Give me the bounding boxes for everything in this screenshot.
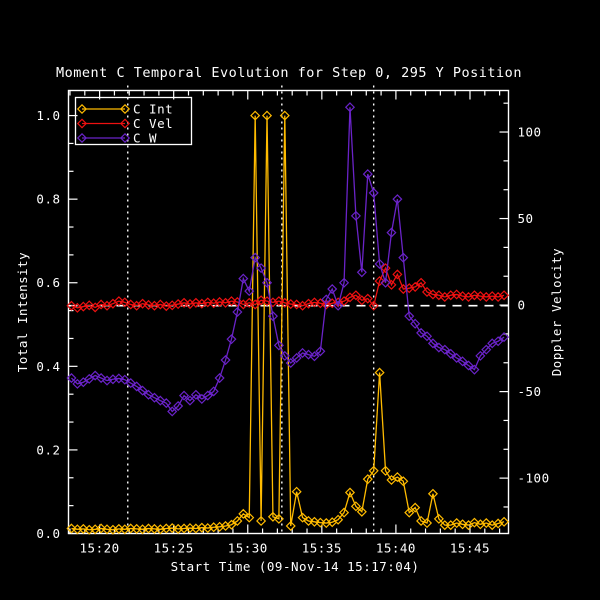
x-tick-label: 15:40 xyxy=(376,541,416,556)
legend-label: C Int xyxy=(133,102,173,117)
plot-frame xyxy=(67,89,510,535)
legend-box xyxy=(74,96,193,146)
x-axis-label: Start Time (09-Nov-14 15:17:04) xyxy=(171,559,420,574)
y-left-tick-label: 1.0 xyxy=(36,108,60,123)
data-series-layer xyxy=(66,102,510,535)
series-c-vel xyxy=(66,263,510,313)
x-tick-label: 15:25 xyxy=(154,541,194,556)
y-right-tick-label: -100 xyxy=(518,471,550,486)
legend-label: C W xyxy=(133,131,157,146)
x-axis-tick-labels: 15:20 15:25 15:30 15:35 15:40 15:45 xyxy=(80,541,490,556)
legend-item-c-vel: C Vel xyxy=(76,116,173,131)
y-axis-left-label: Total Intensity xyxy=(15,252,30,372)
y-right-tick-label: 100 xyxy=(518,125,542,140)
y-left-tick-label: 0.0 xyxy=(36,526,60,541)
y-axis-right-ticks xyxy=(499,102,509,508)
y-left-tick-label: 0.8 xyxy=(36,192,60,207)
legend-item-c-int: C Int xyxy=(76,102,173,117)
x-tick-label: 15:45 xyxy=(450,541,490,556)
y-left-tick-label: 0.2 xyxy=(36,442,60,457)
y-axis-right-label: Doppler Velocity xyxy=(549,248,564,376)
series-c-int xyxy=(66,110,510,535)
y-axis-left-tick-labels: 0.0 0.2 0.4 0.6 0.8 1.0 xyxy=(36,108,60,541)
y-axis-left-ticks xyxy=(68,114,78,535)
y-right-tick-label: 0 xyxy=(518,298,526,313)
y-right-tick-label: 50 xyxy=(518,211,534,226)
legend-label: C Vel xyxy=(133,116,173,131)
x-tick-label: 15:20 xyxy=(80,541,120,556)
series-c-w xyxy=(66,102,510,417)
x-tick-label: 15:35 xyxy=(302,541,342,556)
y-axis-right-tick-labels: -100 -50 0 50 100 xyxy=(518,125,550,486)
x-tick-label: 15:30 xyxy=(228,541,268,556)
y-left-tick-label: 0.6 xyxy=(36,275,60,290)
legend-item-c-w: C W xyxy=(76,131,157,146)
y-left-tick-label: 0.4 xyxy=(36,359,60,374)
y-right-tick-label: -50 xyxy=(518,384,542,399)
chart-title: Moment C Temporal Evolution for Step 0, … xyxy=(56,65,522,81)
